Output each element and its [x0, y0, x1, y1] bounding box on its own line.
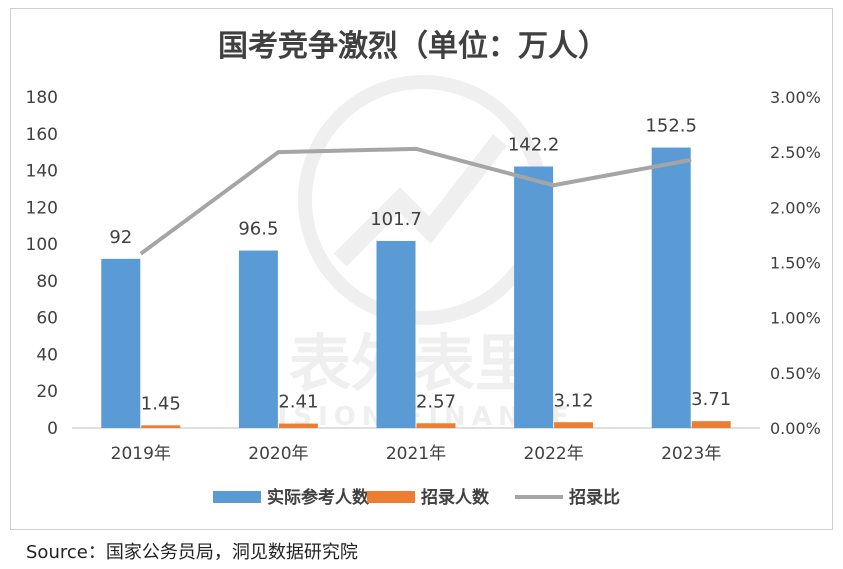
bar-participants [651, 147, 691, 428]
y-right-tick-label: 3.00% [770, 88, 821, 107]
bar-data-label: 3.12 [554, 390, 594, 411]
y-right-tick-label: 1.50% [770, 254, 821, 273]
y-right-tick-label: 0.00% [770, 419, 821, 438]
x-tick-label: 2021年 [386, 444, 446, 464]
bar-data-label: 96.5 [238, 219, 278, 240]
watermark-ring [298, 75, 548, 325]
bar-data-label: 1.45 [141, 393, 181, 414]
right-axis: 0.00% 0.50% 1.00% 1.50% 2.00% 2.50% 3.00% [770, 88, 821, 438]
x-axis-ticks: 2019年 2020年 2021年 2022年 2023年 [111, 444, 722, 464]
bar-data-label: 101.7 [370, 209, 422, 230]
y-left-tick-label: 40 [36, 345, 58, 365]
bar-recruits [278, 423, 318, 428]
bar-data-label: 142.2 [508, 135, 560, 156]
y-left-tick-label: 140 [26, 162, 58, 182]
x-tick-label: 2019年 [111, 444, 171, 464]
bar-recruits [554, 422, 594, 428]
bar-data-label: 152.5 [645, 116, 697, 137]
legend-swatch [213, 491, 261, 503]
source-note: Source：国家公务员局，洞见数据研究院 [26, 542, 358, 563]
ratio-line [139, 146, 692, 256]
legend-label: 招录比 [569, 487, 620, 508]
y-right-tick-label: 2.50% [770, 143, 821, 162]
chart-frame [10, 8, 833, 530]
y-left-tick-label: 160 [26, 125, 58, 145]
y-left-tick-label: 80 [36, 272, 58, 292]
watermark-arrow [333, 134, 508, 267]
bar-participants [101, 258, 141, 428]
bar-participants [376, 240, 416, 428]
bar-data-label: 92 [109, 227, 132, 248]
bar-data-label: 3.71 [691, 389, 731, 410]
left-axis: 0 20 40 60 80 100 120 140 160 180 [26, 88, 58, 439]
legend-label: 招录人数 [421, 487, 490, 508]
legend: 实际参考人数 招录人数 招录比 [213, 487, 620, 508]
bars: 92 96.5 101.7 142.2 152.5 1.45 2.41 2.57 3.12 3.7… [101, 116, 731, 428]
y-left-tick-label: 60 [36, 309, 58, 329]
y-right-tick-label: 0.50% [770, 364, 821, 383]
y-left-tick-label: 120 [26, 198, 58, 218]
line-series [139, 146, 692, 256]
x-tick-label: 2020年 [248, 444, 308, 464]
bar-recruits [691, 421, 731, 428]
bar-recruits [416, 423, 456, 428]
bar-data-label: 2.41 [278, 392, 318, 413]
bar-data-label: 2.57 [416, 391, 456, 412]
legend-label: 实际参考人数 [267, 487, 370, 508]
x-tick-label: 2023年 [661, 444, 721, 464]
x-tick-label: 2022年 [523, 444, 583, 464]
y-left-tick-label: 0 [47, 419, 58, 439]
y-left-tick-label: 20 [36, 382, 58, 402]
legend-swatch [367, 491, 415, 503]
bar-recruits [141, 425, 181, 428]
y-right-tick-label: 1.00% [770, 309, 821, 328]
chart-title: 国考竞争激烈（单位：万人） [218, 29, 608, 64]
bar-participants [514, 166, 554, 428]
y-left-tick-label: 100 [26, 235, 58, 255]
y-right-tick-label: 2.00% [770, 198, 821, 217]
bar-participants [238, 250, 278, 428]
y-left-tick-label: 180 [26, 88, 58, 108]
